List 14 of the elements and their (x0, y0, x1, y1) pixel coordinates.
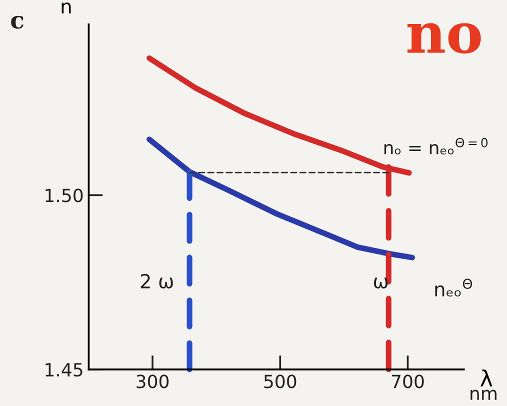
text: c (11, 16, 24, 29)
annotation: 2 ω (140, 274, 173, 289)
text: nm (470, 390, 496, 400)
annotation: nₒ = nₑₒ$^{Θ=0}$ (384, 138, 488, 154)
x-tick-label: 300 (136, 374, 169, 388)
x-axis-title: λ (480, 369, 492, 386)
y-axis-title: n (62, 2, 71, 14)
y-tick-label: 1.50 (46, 188, 83, 202)
annotation: no (408, 23, 481, 54)
x-tick-label: 500 (264, 374, 296, 388)
x-tick-label: 700 (392, 374, 424, 388)
annotation: nₑₒ$^{Θ}$ (435, 278, 472, 296)
annotation: ω (374, 278, 388, 289)
y-tick-label: 1.45 (46, 363, 82, 377)
